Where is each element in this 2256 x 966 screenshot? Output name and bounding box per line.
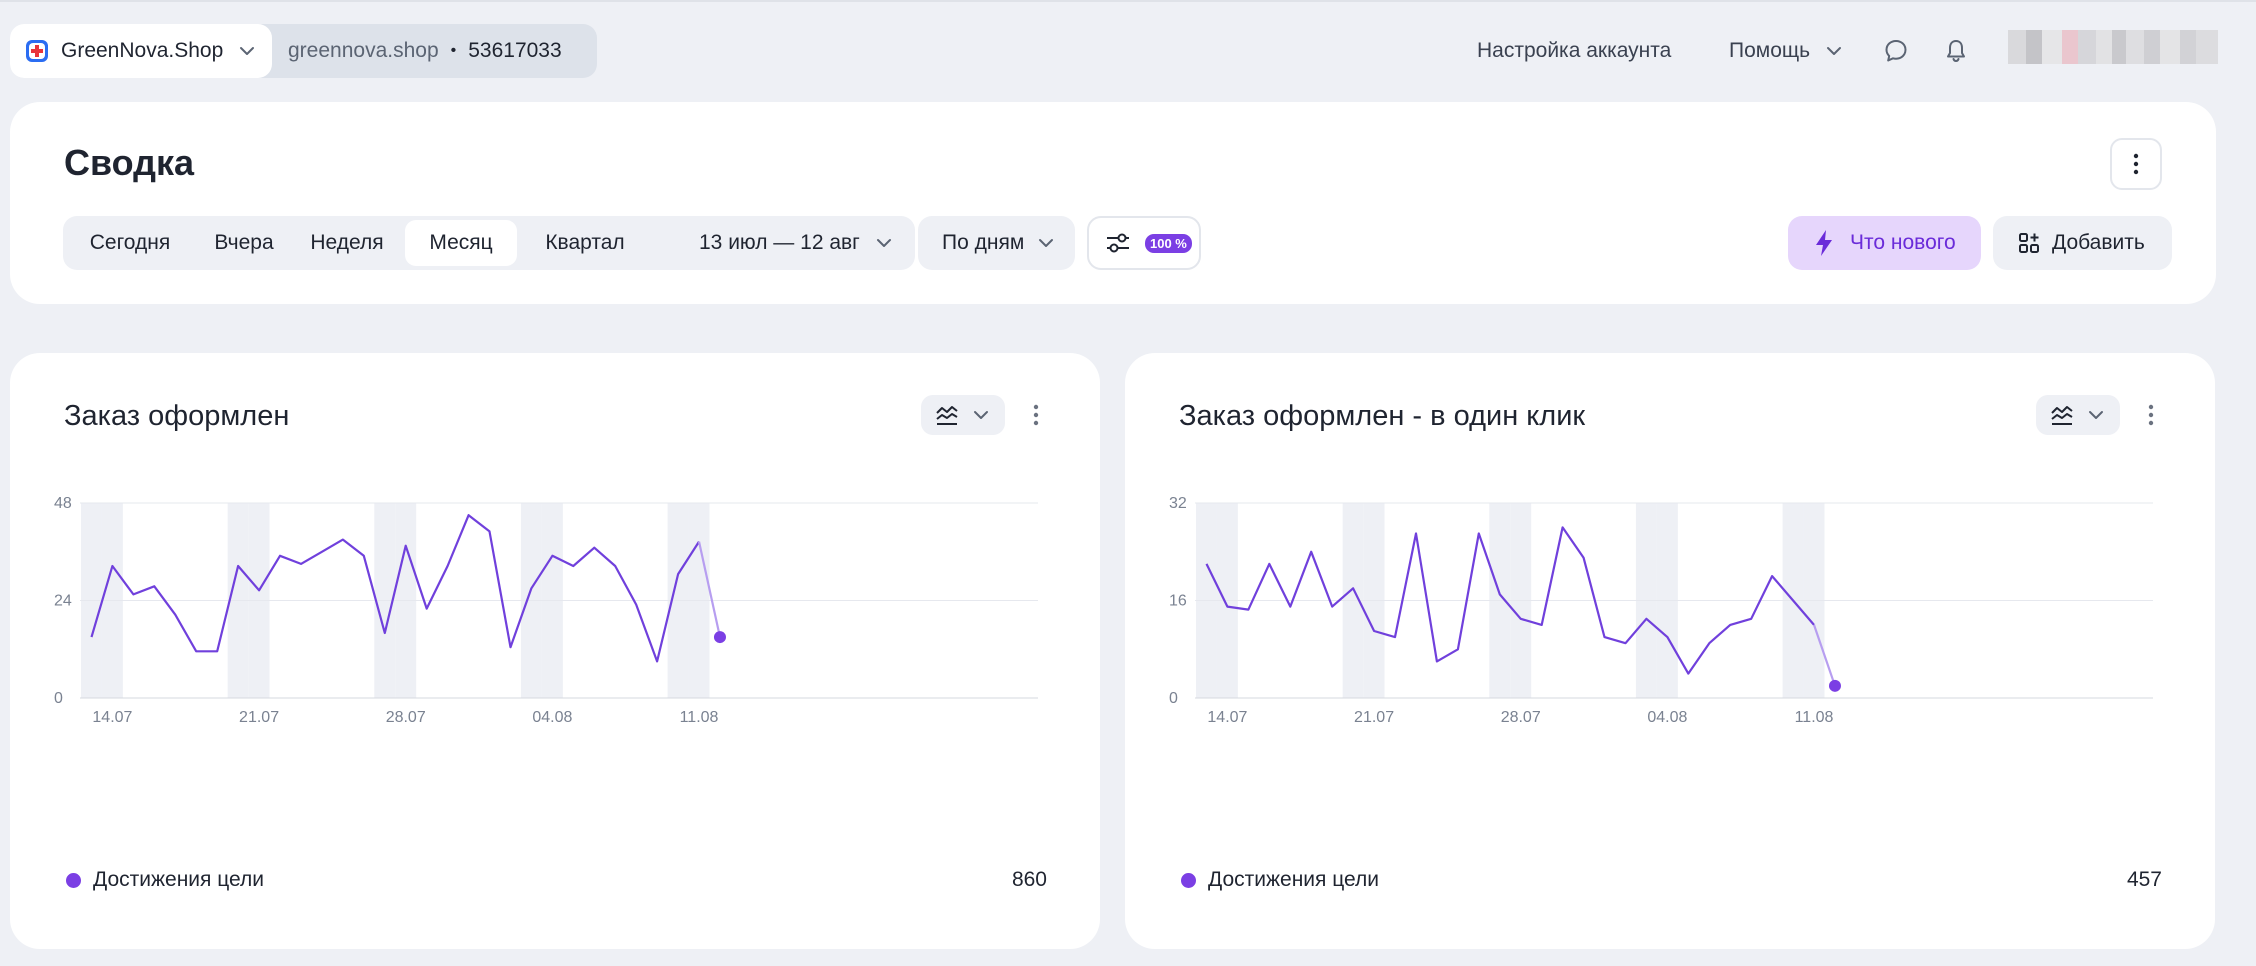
chat-bubble-icon xyxy=(1885,40,1907,62)
site-switcher-group: GreenNova.Shop greennova.shop • 53617033 xyxy=(10,24,597,78)
legend-dot xyxy=(66,872,81,888)
bell-icon xyxy=(1947,40,1965,63)
more-options-button[interactable] xyxy=(2110,138,2162,190)
widget-more-button[interactable] xyxy=(2141,397,2161,433)
chevron-down-icon xyxy=(240,47,255,55)
chevron-down-icon xyxy=(2089,411,2103,419)
chevron-down-icon xyxy=(974,411,988,419)
account-settings-link[interactable]: Настройка аккаунта xyxy=(1477,24,1671,78)
period-selector: Сегодня Вчера Неделя Месяц Квартал 13 ию… xyxy=(63,216,915,270)
vertical-dots-icon xyxy=(2133,153,2139,175)
page-title: Сводка xyxy=(64,142,195,183)
x-tick-label: 11.08 xyxy=(1795,709,1834,726)
period-today[interactable]: Сегодня xyxy=(89,231,171,254)
date-range-picker[interactable]: 13 июл — 12 авг xyxy=(699,216,894,270)
chart-type-button[interactable] xyxy=(2036,395,2120,435)
x-tick-label: 14.07 xyxy=(92,709,132,726)
separator-dot: • xyxy=(450,42,457,59)
add-widget-icon xyxy=(2019,233,2039,253)
sampling-button[interactable]: 100 % xyxy=(1087,216,1201,270)
notifications-button[interactable] xyxy=(1941,24,1971,78)
goal-total: 860 xyxy=(1011,868,1047,891)
widget-title: Заказ оформлен - в один клик xyxy=(1179,400,1586,432)
series-line-partial xyxy=(1812,624,1837,687)
vertical-dots-icon xyxy=(2148,404,2154,426)
top-divider xyxy=(0,0,2256,2)
y-tick-label: 32 xyxy=(1169,495,1187,512)
sample-badge: 100 % xyxy=(1145,233,1192,253)
whats-new-label: Что нового xyxy=(1850,231,1956,254)
x-tick-label: 14.07 xyxy=(1207,709,1247,726)
line-chart-icon xyxy=(2051,406,2073,425)
series-line-partial xyxy=(697,541,722,638)
site-logo-icon xyxy=(26,40,48,62)
site-select[interactable]: GreenNova.Shop xyxy=(10,24,272,78)
x-tick-label: 04.08 xyxy=(1647,709,1687,726)
x-tick-label: 28.07 xyxy=(1501,709,1541,726)
line-chart[interactable]: 0 16 32 14.07 21.07 28.07 04.08 11.08 xyxy=(1125,478,2215,808)
legend-label: Достижения цели xyxy=(1208,868,1380,891)
vertical-dots-icon xyxy=(1033,404,1039,426)
last-point-marker[interactable] xyxy=(1828,679,1841,692)
x-tick-label: 21.07 xyxy=(1354,709,1394,726)
counter-info[interactable]: greennova.shop • 53617033 xyxy=(288,24,562,78)
period-month[interactable]: Месяц xyxy=(405,220,517,266)
lightning-icon xyxy=(1816,230,1832,256)
last-point-marker[interactable] xyxy=(713,631,726,644)
x-tick-label: 04.08 xyxy=(532,709,572,726)
date-range-label: 13 июл — 12 авг xyxy=(699,231,860,254)
add-widget-button[interactable]: Добавить xyxy=(1993,216,2172,270)
site-domain: greennova.shop xyxy=(288,39,439,62)
y-tick-label: 0 xyxy=(1169,690,1178,707)
line-chart-icon xyxy=(936,406,958,425)
y-tick-label: 24 xyxy=(54,593,72,610)
period-quarter[interactable]: Квартал xyxy=(545,231,625,254)
account-settings-label: Настройка аккаунта xyxy=(1477,39,1672,62)
y-tick-label: 48 xyxy=(54,495,72,512)
summary-card: Сводка Сегодня Вчера Неделя Месяц Кварта… xyxy=(10,102,2216,304)
whats-new-button[interactable]: Что нового xyxy=(1788,216,1981,270)
chat-button[interactable] xyxy=(1881,24,1911,78)
chart-type-button[interactable] xyxy=(921,395,1005,435)
goal-total: 457 xyxy=(2126,868,2162,891)
help-label: Помощь xyxy=(1729,39,1811,62)
chart-legend[interactable]: Достижения цели xyxy=(1181,868,1379,892)
line-chart[interactable]: 0 24 48 14.07 21.07 28.07 04.08 11.08 xyxy=(10,478,1100,808)
widget-more-button[interactable] xyxy=(1026,397,1046,433)
chart-legend[interactable]: Достижения цели xyxy=(66,868,264,892)
chevron-down-icon xyxy=(1827,47,1842,55)
widget-order-placed: Заказ оформлен 0 24 48 14.07 21.07 28.07 04.08… xyxy=(10,353,1100,949)
y-tick-label: 0 xyxy=(54,690,63,707)
chevron-down-icon xyxy=(876,239,891,247)
grouping-select[interactable]: По дням xyxy=(918,216,1075,270)
add-label: Добавить xyxy=(2052,231,2145,254)
top-bar: GreenNova.Shop greennova.shop • 53617033… xyxy=(0,0,2256,100)
sliders-icon xyxy=(1107,233,1129,253)
widget-one-click-order: Заказ оформлен - в один клик 0 16 32 14.07 2… xyxy=(1125,353,2215,949)
counter-id: 53617033 xyxy=(468,39,562,62)
x-tick-label: 28.07 xyxy=(386,709,426,726)
help-menu[interactable]: Помощь xyxy=(1729,24,1844,78)
period-yesterday[interactable]: Вчера xyxy=(214,231,274,254)
legend-dot xyxy=(1181,872,1196,888)
x-tick-label: 11.08 xyxy=(680,709,719,726)
x-tick-label: 21.07 xyxy=(239,709,279,726)
chevron-down-icon xyxy=(1039,239,1054,247)
widget-title: Заказ оформлен xyxy=(64,400,290,432)
legend-label: Достижения цели xyxy=(93,868,265,891)
series-line xyxy=(90,514,700,663)
grouping-label: По дням xyxy=(942,231,1025,254)
site-name: GreenNova.Shop xyxy=(61,39,224,62)
series-line xyxy=(1205,526,1815,675)
user-avatar[interactable] xyxy=(2008,30,2218,64)
period-week[interactable]: Неделя xyxy=(310,231,384,254)
y-tick-label: 16 xyxy=(1169,593,1187,610)
